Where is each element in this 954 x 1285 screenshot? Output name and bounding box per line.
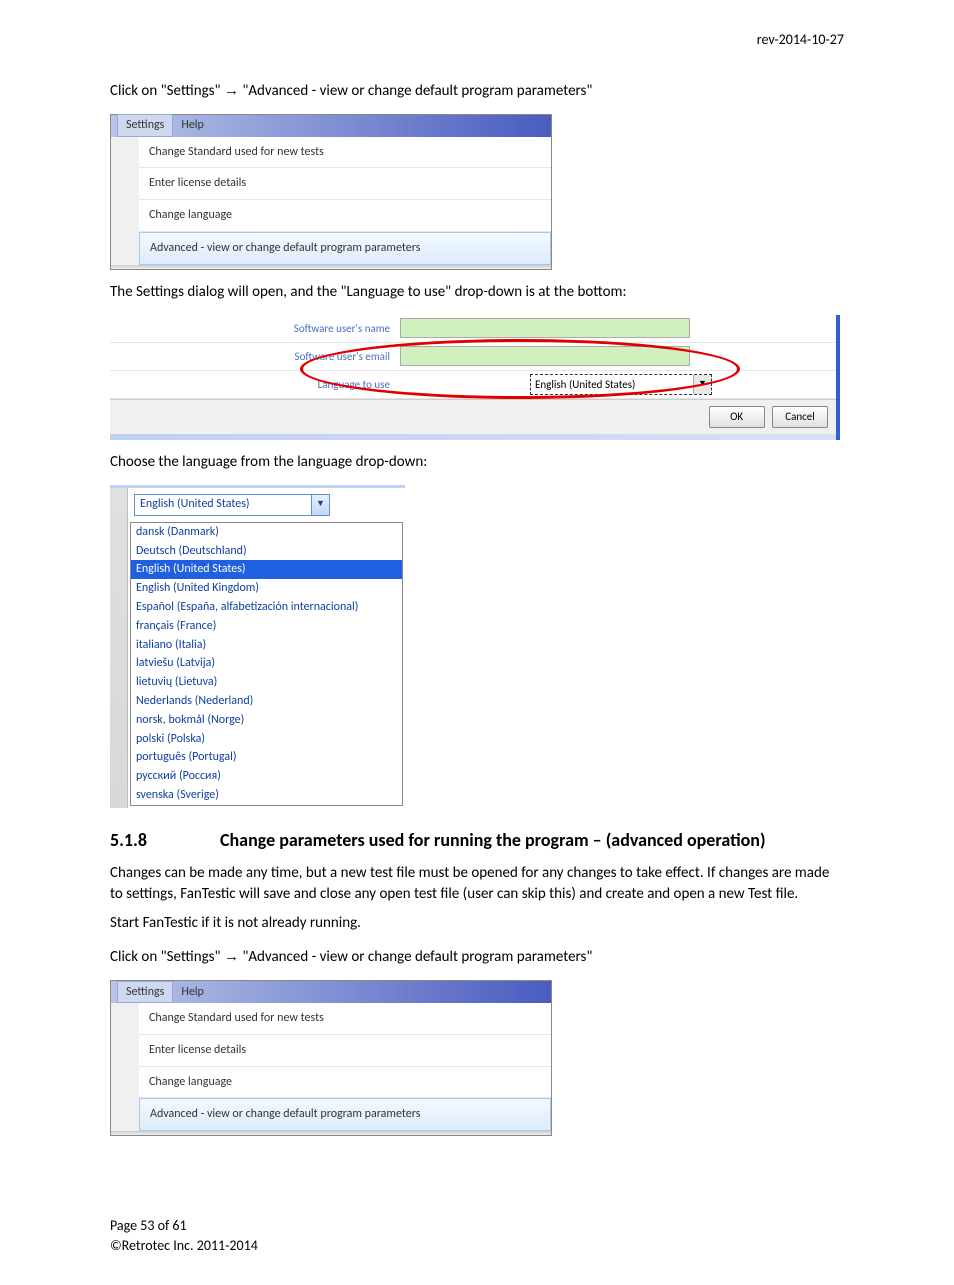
language-select[interactable]: English (United States) ▼ — [530, 374, 712, 395]
menu-settings[interactable]: Settings — [117, 981, 173, 1004]
label-user-email: Software user's email — [110, 349, 400, 364]
menu-help[interactable]: Help — [173, 982, 212, 1003]
cancel-button[interactable]: Cancel — [772, 406, 828, 428]
menu-item-license[interactable]: Enter license details — [139, 1035, 551, 1067]
language-option[interactable]: Español (España, alfabetización internac… — [131, 598, 402, 617]
language-option[interactable]: lietuvių (Lietuva) — [131, 673, 402, 692]
menu-item-advanced[interactable]: Advanced - view or change default progra… — [139, 1098, 551, 1131]
page-number: Page 53 of 61 — [110, 1216, 844, 1236]
menu-help[interactable]: Help — [173, 115, 212, 136]
language-option[interactable]: dansk (Danmark) — [131, 523, 402, 542]
language-combobox-value: English (United States) — [140, 496, 250, 513]
page-footer: Page 53 of 61 ©Retrotec Inc. 2011-2014 — [110, 1216, 844, 1255]
menu-item-change-standard[interactable]: Change Standard used for new tests — [139, 1003, 551, 1035]
lang-gutter — [110, 488, 128, 808]
language-option[interactable]: italiano (Italia) — [131, 636, 402, 655]
dialog-bottom-bar — [110, 434, 836, 440]
menu-item-license[interactable]: Enter license details — [139, 168, 551, 200]
language-select-value: English (United States) — [535, 377, 635, 392]
section-heading: 5.1.8 Change parameters used for running… — [110, 828, 844, 853]
ok-button[interactable]: OK — [709, 406, 765, 428]
instruction-dialog-opens: The Settings dialog will open, and the "… — [110, 282, 844, 303]
language-option-list: dansk (Danmark)Deutsch (Deutschland)Engl… — [130, 522, 403, 806]
menu-settings[interactable]: Settings — [117, 114, 173, 137]
menu-bar: Settings Help — [111, 981, 551, 1003]
language-option[interactable]: Deutsch (Deutschland) — [131, 542, 402, 561]
copyright: ©Retrotec Inc. 2011-2014 — [110, 1236, 844, 1256]
language-option[interactable]: português (Portugal) — [131, 748, 402, 767]
language-option[interactable]: latviešu (Latvija) — [131, 654, 402, 673]
field-user-name[interactable] — [400, 318, 690, 338]
language-option[interactable]: русский (Россия) — [131, 767, 402, 786]
section-number: 5.1.8 — [110, 828, 220, 853]
language-option[interactable]: svenska (Sverige) — [131, 786, 402, 805]
language-option[interactable]: Nederlands (Nederland) — [131, 692, 402, 711]
section-title: Change parameters used for running the p… — [220, 828, 844, 853]
field-user-email[interactable] — [400, 346, 690, 366]
menu-item-change-language[interactable]: Change language — [139, 1067, 551, 1099]
menu-bar: Settings Help — [111, 115, 551, 137]
language-option[interactable]: français (France) — [131, 617, 402, 636]
menu-item-change-standard[interactable]: Change Standard used for new tests — [139, 137, 551, 169]
label-language: Language to use — [110, 377, 400, 392]
dialog-footer: OK Cancel — [110, 399, 836, 434]
instruction-click-settings-1: Click on "Settings" → "Advanced - view o… — [110, 80, 844, 102]
language-option[interactable]: norsk, bokmål (Norge) — [131, 711, 402, 730]
revision-label: rev-2014-10-27 — [110, 30, 844, 50]
instruction-choose-lang: Choose the language from the language dr… — [110, 452, 844, 473]
language-option[interactable]: English (United States) — [131, 560, 402, 579]
language-option[interactable]: polski (Polska) — [131, 730, 402, 749]
label-user-name: Software user's name — [110, 321, 400, 336]
menu-item-advanced[interactable]: Advanced - view or change default progra… — [139, 232, 551, 265]
language-combobox[interactable]: English (United States) ▼ — [134, 494, 330, 516]
language-option[interactable]: English (United Kingdom) — [131, 579, 402, 598]
menu-item-change-language[interactable]: Change language — [139, 200, 551, 232]
settings-dropdown: Change Standard used for new tests Enter… — [111, 137, 551, 265]
settings-menu-screenshot-1: Settings Help Change Standard used for n… — [110, 114, 552, 270]
settings-dropdown: Change Standard used for new tests Enter… — [111, 1003, 551, 1131]
shadow — [111, 265, 551, 269]
shadow — [111, 1131, 551, 1135]
chevron-down-icon[interactable]: ▼ — [693, 375, 711, 394]
para-start-fantestic: Start FanTestic if it is not already run… — [110, 913, 844, 934]
settings-dialog-screenshot: Software user's name Software user's ema… — [110, 315, 840, 440]
chevron-down-icon[interactable]: ▼ — [311, 495, 329, 515]
language-dropdown-screenshot: English (United States) ▼ dansk (Danmark… — [110, 485, 405, 808]
para-changes: Changes can be made any time, but a new … — [110, 863, 844, 905]
instruction-click-settings-2: Click on "Settings" → "Advanced - view o… — [110, 946, 844, 968]
settings-menu-screenshot-2: Settings Help Change Standard used for n… — [110, 980, 552, 1136]
